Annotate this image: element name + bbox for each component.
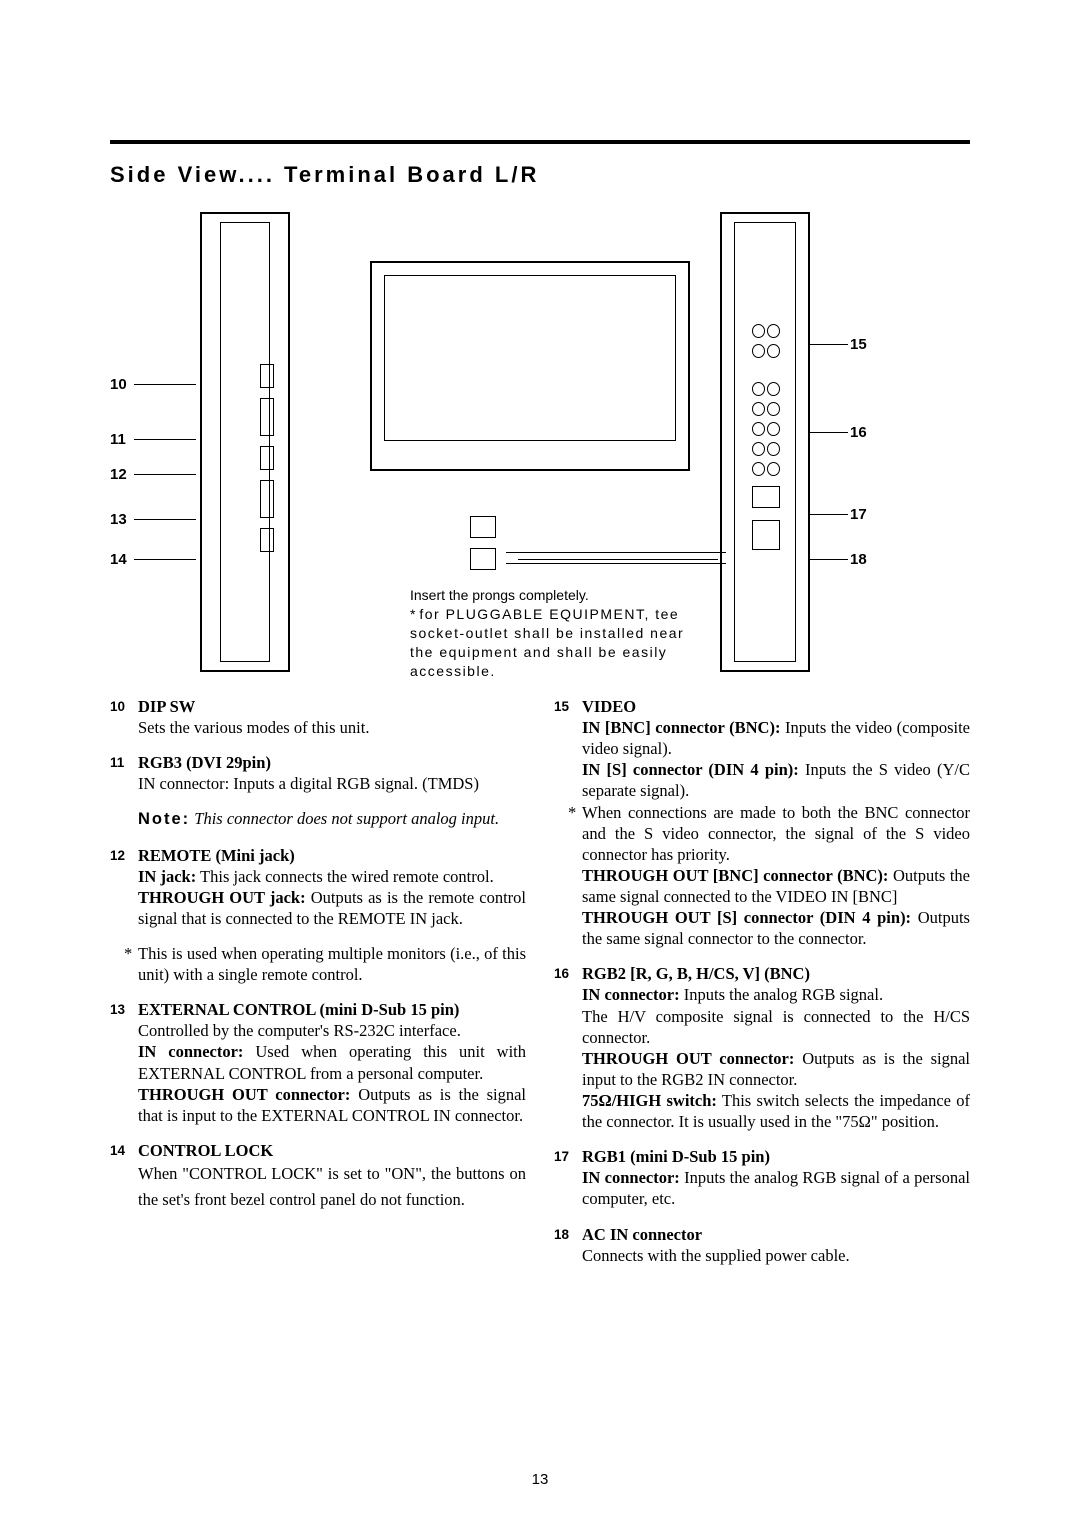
i17-l1b: IN connector: <box>582 1168 680 1187</box>
num-13: 13 <box>110 1001 125 1018</box>
i16-l3b: THROUGH OUT connector: <box>582 1049 794 1068</box>
item-15: 15 VIDEO IN [BNC] connector (BNC): Input… <box>554 696 970 802</box>
num-12: 12 <box>110 847 125 864</box>
num-14: 14 <box>110 1142 125 1159</box>
device-bottom-panel <box>410 516 730 586</box>
item-13: 13 EXTERNAL CONTROL (mini D-Sub 15 pin) … <box>110 999 526 1126</box>
item-12: 12 REMOTE (Mini jack) IN jack: This jack… <box>110 845 526 929</box>
num-11: 11 <box>110 754 124 771</box>
section-title: Side View.... Terminal Board L/R <box>110 162 970 188</box>
leader-11 <box>134 439 196 440</box>
i16-l1b: IN connector: <box>582 985 680 1004</box>
fig-label-17: 17 <box>850 506 867 523</box>
i16-l1: Inputs the analog RGB signal. <box>680 985 883 1004</box>
num-16: 16 <box>554 965 569 982</box>
body-11: IN connector: Inputs a digital RGB signa… <box>138 773 526 794</box>
head-11: RGB3 (DVI 29pin) <box>138 753 271 772</box>
leader-16 <box>810 432 848 433</box>
item-10: 10 DIP SW Sets the various modes of this… <box>110 696 526 738</box>
star-15: When connections are made to both the BN… <box>554 802 970 865</box>
device-right-panel <box>720 212 810 672</box>
head-12: REMOTE (Mini jack) <box>138 846 295 865</box>
head-13: EXTERNAL CONTROL (mini D-Sub 15 pin) <box>138 1000 459 1019</box>
note-label: Note: <box>138 810 190 828</box>
leader-18 <box>810 559 848 560</box>
leader-17 <box>810 514 848 515</box>
body-10: Sets the various modes of this unit. <box>138 717 526 738</box>
leader-10 <box>134 384 196 385</box>
device-left-panel <box>200 212 290 672</box>
page-number: 13 <box>0 1471 1080 1488</box>
item-17: 17 RGB1 (mini D-Sub 15 pin) IN connector… <box>554 1146 970 1209</box>
num-15: 15 <box>554 698 569 715</box>
device-monitor <box>370 261 690 471</box>
top-rule <box>110 140 970 144</box>
i15b-l2b: THROUGH OUT [S] connector (DIN 4 pin): <box>582 908 911 927</box>
fig-label-11: 11 <box>110 431 126 448</box>
head-18: AC IN connector <box>582 1225 702 1244</box>
i15-l2b: IN [S] connector (DIN 4 pin): <box>582 760 799 779</box>
item-11: 11 RGB3 (DVI 29pin) IN connector: Inputs… <box>110 752 526 794</box>
i16-l4b: 75Ω/HIGH switch: <box>582 1091 717 1110</box>
i12-l1b: IN jack: <box>138 867 196 886</box>
fig-label-13: 13 <box>110 511 127 528</box>
item-15b: THROUGH OUT [BNC] connector (BNC): Outpu… <box>554 865 970 949</box>
head-17: RGB1 (mini D-Sub 15 pin) <box>582 1147 770 1166</box>
leader-15 <box>810 344 848 345</box>
leader-12 <box>134 474 196 475</box>
num-10: 10 <box>110 698 125 715</box>
num-17: 17 <box>554 1148 569 1165</box>
caption-rest: for PLUGGABLE EQUIPMENT, tee socket-outl… <box>410 606 684 679</box>
fig-label-10: 10 <box>110 376 127 393</box>
head-16: RGB2 [R, G, B, H/CS, V] (BNC) <box>582 964 810 983</box>
page: Side View.... Terminal Board L/R 10 11 1… <box>0 0 1080 1340</box>
note-11: Note: This connector does not support an… <box>110 808 526 830</box>
item-18: 18 AC IN connector Connects with the sup… <box>554 1224 970 1266</box>
leader-13 <box>134 519 196 520</box>
figure-caption: Insert the prongs completely. * for PLUG… <box>410 586 710 680</box>
i12-l2b: THROUGH OUT jack: <box>138 888 306 907</box>
left-column: 10 DIP SW Sets the various modes of this… <box>110 696 526 1280</box>
i15b-l1b: THROUGH OUT [BNC] connector (BNC): <box>582 866 888 885</box>
head-10: DIP SW <box>138 697 195 716</box>
fig-label-18: 18 <box>850 551 867 568</box>
caption-star: * <box>410 606 415 622</box>
item-14: 14 CONTROL LOCK When "CONTROL LOCK" is s… <box>110 1140 526 1212</box>
head-15: VIDEO <box>582 697 636 716</box>
columns: 10 DIP SW Sets the various modes of this… <box>110 696 970 1280</box>
body-18: Connects with the supplied power cable. <box>582 1245 970 1266</box>
i16-l2: The H/V composite signal is connected to… <box>582 1006 970 1048</box>
fig-label-12: 12 <box>110 466 127 483</box>
i13-l3b: THROUGH OUT connector: <box>138 1085 350 1104</box>
fig-label-14: 14 <box>110 551 127 568</box>
right-column: 15 VIDEO IN [BNC] connector (BNC): Input… <box>554 696 970 1280</box>
leader-14 <box>134 559 196 560</box>
star-12: This is used when operating multiple mon… <box>110 943 526 985</box>
num-18: 18 <box>554 1226 569 1243</box>
head-14: CONTROL LOCK <box>138 1141 273 1160</box>
figure-area: 10 11 12 13 14 15 16 17 18 <box>110 206 970 696</box>
fig-label-16: 16 <box>850 424 867 441</box>
item-16: 16 RGB2 [R, G, B, H/CS, V] (BNC) IN conn… <box>554 963 970 1132</box>
fig-label-15: 15 <box>850 336 867 353</box>
i15-l1b: IN [BNC] connector (BNC): <box>582 718 780 737</box>
i12-l1: This jack connects the wired remote cont… <box>196 867 494 886</box>
body-14: When "CONTROL LOCK" is set to "ON", the … <box>138 1161 526 1212</box>
i13-l2b: IN connector: <box>138 1042 243 1061</box>
note-body: This connector does not support analog i… <box>194 809 499 828</box>
caption-line1: Insert the prongs completely. <box>410 587 589 603</box>
i13-l1: Controlled by the computer's RS-232C int… <box>138 1020 526 1041</box>
